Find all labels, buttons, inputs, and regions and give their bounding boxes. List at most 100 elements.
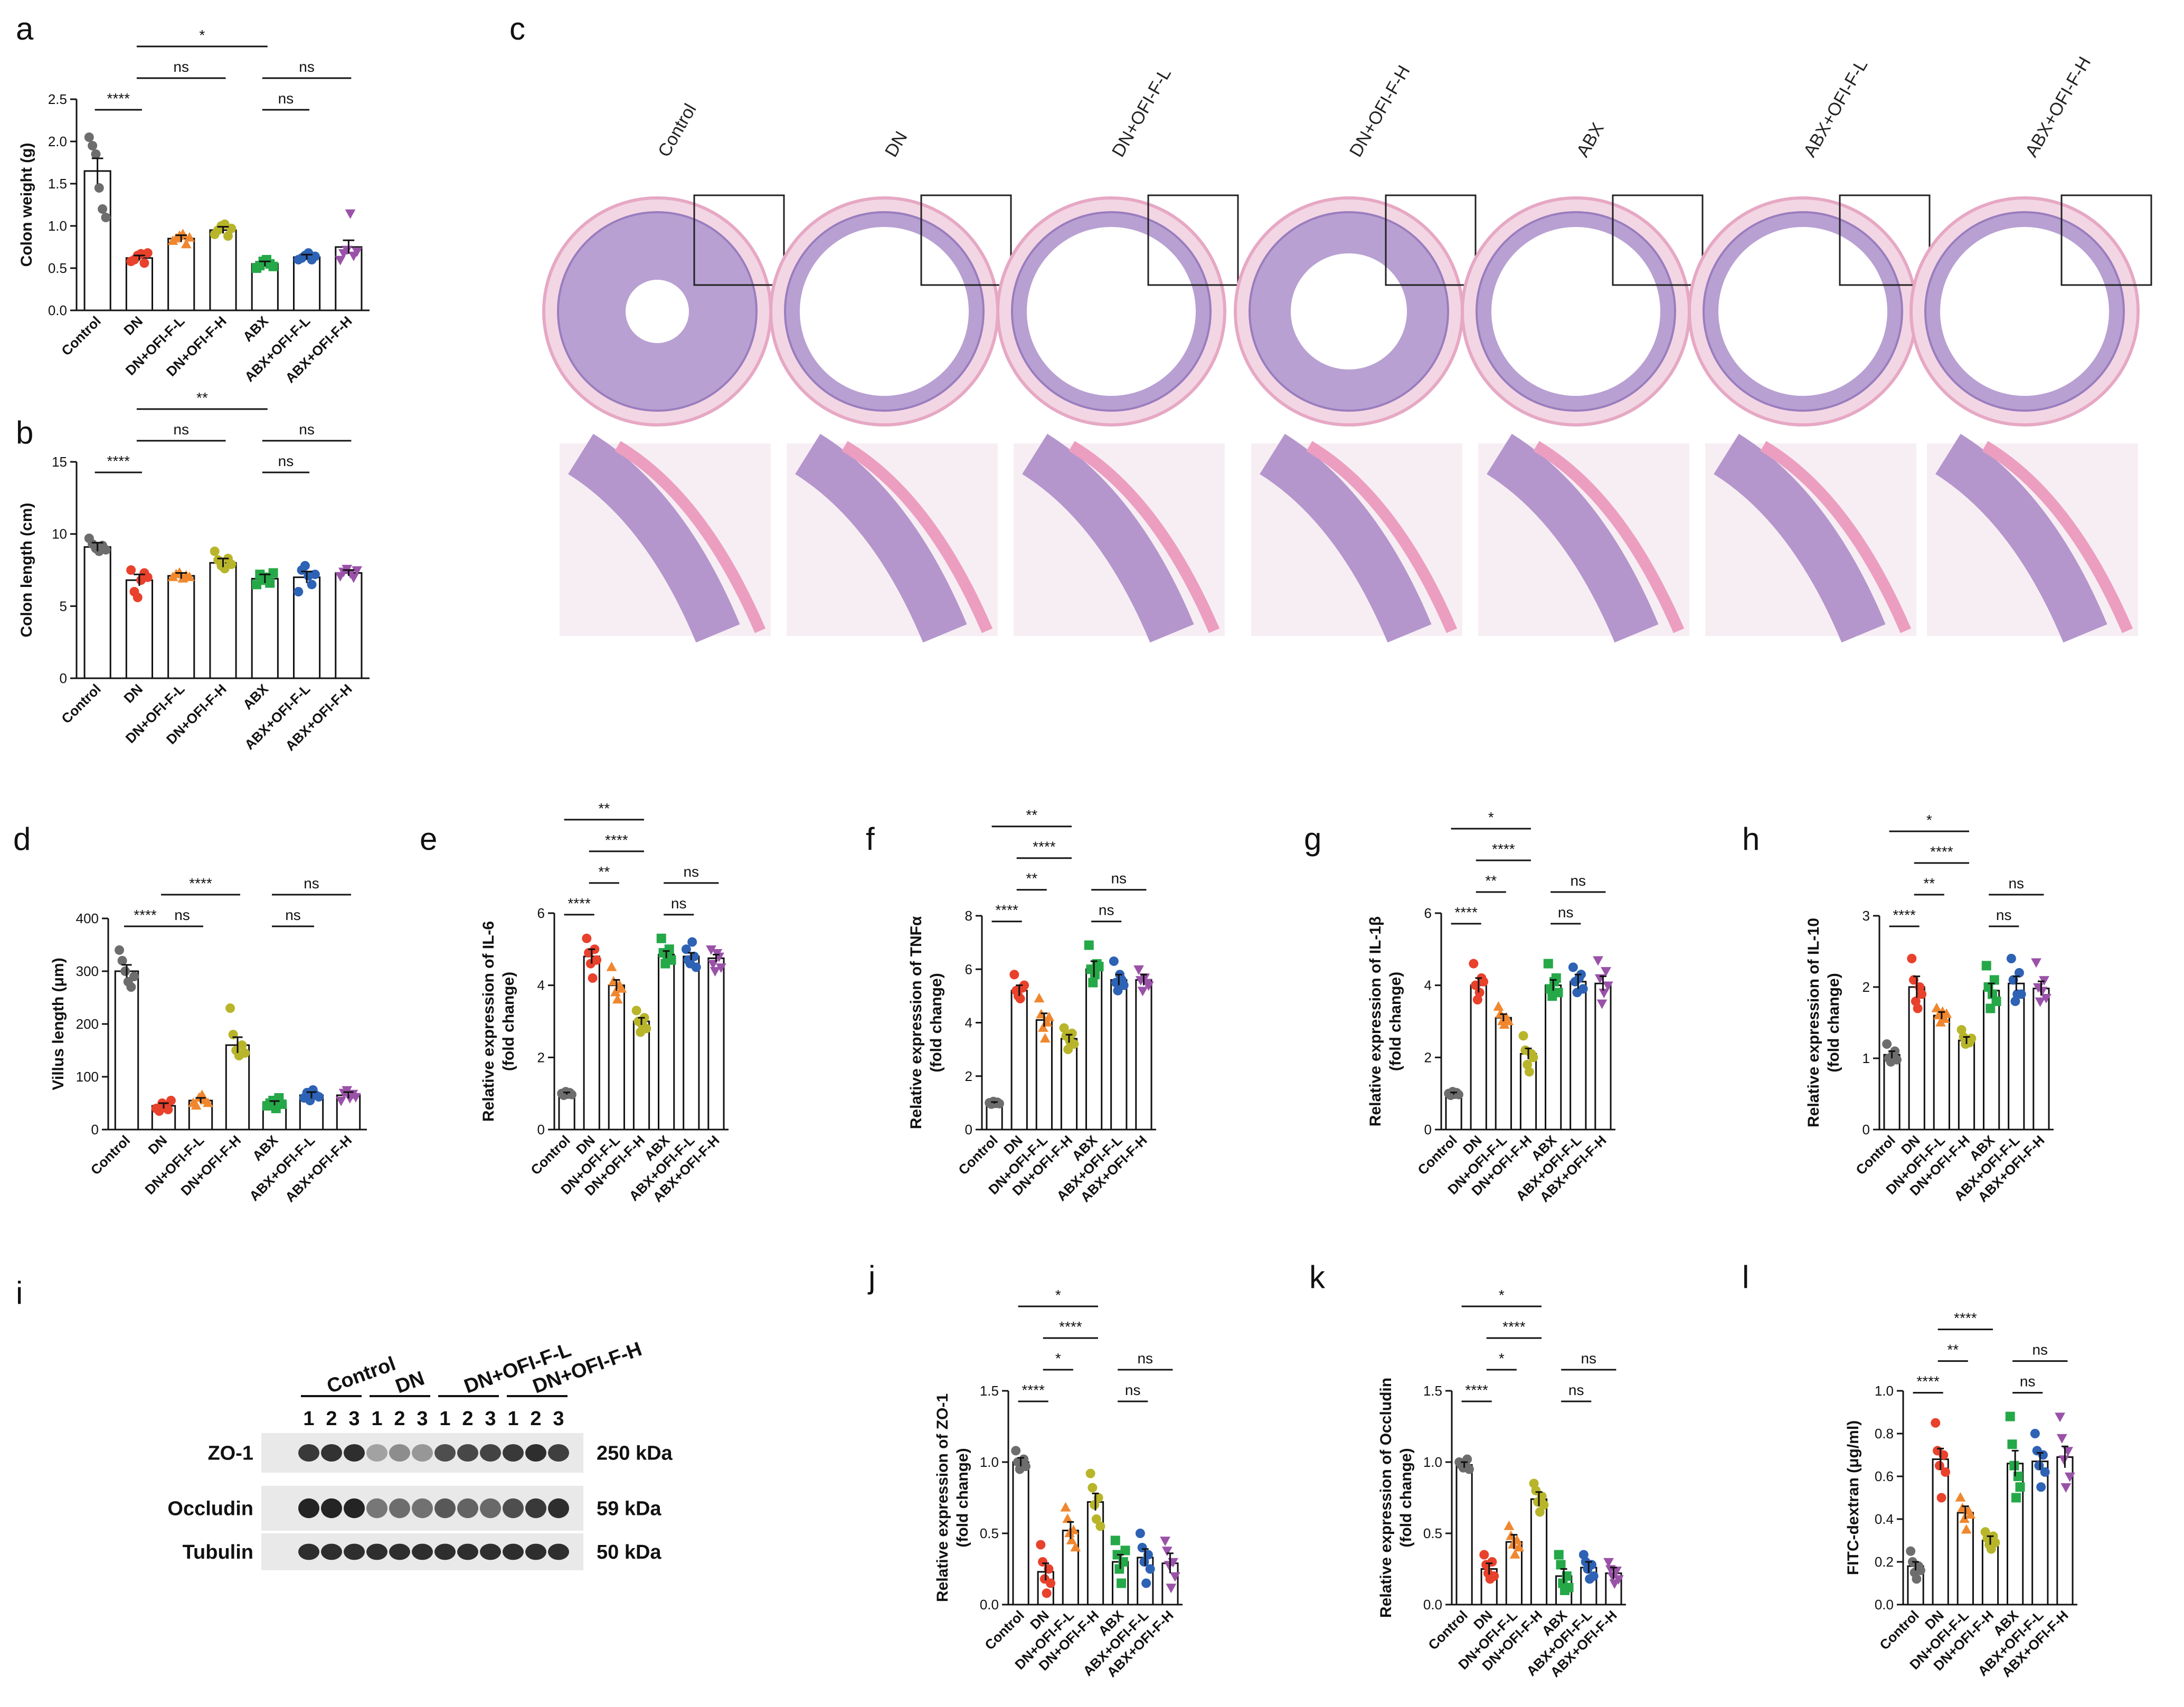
y-tick-label: 10	[52, 526, 67, 542]
data-point	[1956, 1025, 1966, 1035]
data-point	[612, 994, 623, 1004]
bar-DN+OFI-F-H	[1958, 1039, 1975, 1131]
data-point	[641, 1023, 651, 1033]
bar-DN+OFI-F-L	[608, 984, 625, 1131]
data-point	[1556, 1560, 1566, 1570]
y-tick-label: 0	[537, 1122, 545, 1137]
data-point	[126, 982, 136, 992]
zoom-muscularis	[1982, 441, 2133, 633]
data-point	[1469, 959, 1479, 969]
data-point	[184, 571, 195, 581]
data-point	[203, 1097, 213, 1107]
data-point	[294, 587, 304, 596]
lane-number: 1	[507, 1408, 518, 1430]
data-point	[1120, 1545, 1130, 1556]
category-label: ABX+OFI-F-H	[282, 1132, 355, 1205]
panel-letter-h: h	[1742, 821, 1760, 857]
data-point	[240, 1048, 250, 1058]
lane-number: 2	[394, 1408, 405, 1430]
category-label: ABX	[240, 313, 271, 345]
histology-panel: c Control DN DN+OFI-F-L DN+OFI-F-H ABX ABX+OFI…	[509, 11, 2152, 643]
category-label: Control	[1414, 1132, 1460, 1178]
data-point	[143, 248, 153, 258]
protein-band	[321, 1444, 342, 1462]
data-point	[1119, 980, 1129, 990]
y-tick-label: 15	[52, 454, 67, 470]
bar-Control	[1012, 1461, 1029, 1606]
significance-label: ns	[1581, 1350, 1596, 1367]
significance-label: ****	[1930, 843, 1953, 860]
data-point	[94, 183, 104, 193]
data-point	[1917, 989, 1927, 999]
data-point	[1088, 1483, 1098, 1493]
y-tick-label: 1.5	[1423, 1383, 1442, 1399]
blot-group-label: Control	[324, 1353, 399, 1398]
tissue-lumen	[626, 280, 689, 343]
data-point	[582, 933, 592, 943]
protein-band	[548, 1543, 569, 1560]
data-point	[2036, 1482, 2046, 1492]
data-point	[710, 967, 721, 977]
data-point	[143, 572, 153, 582]
data-point	[84, 132, 94, 142]
chart-panel-g: g 0 2 4 6 Relative expression of IL-1β (fold c…	[1304, 809, 1615, 1205]
data-point	[1509, 1549, 1520, 1559]
significance-label: ns	[285, 907, 301, 923]
data-point	[115, 945, 125, 955]
y-tick-label: 5	[60, 598, 67, 614]
data-point	[1472, 995, 1482, 1004]
protein-band	[480, 1444, 501, 1462]
data-point	[1464, 1464, 1474, 1474]
significance-label: ns	[1996, 907, 2012, 923]
bar-ABX+OFI-F-H	[335, 572, 363, 679]
data-point	[610, 987, 621, 997]
data-point	[1070, 1542, 1081, 1552]
y-tick-label: 0	[1424, 1122, 1432, 1137]
significance-label: ns	[2032, 1342, 2048, 1358]
data-point	[1965, 1509, 1976, 1519]
data-point	[345, 209, 356, 219]
protein-band	[321, 1498, 342, 1519]
bar-DN	[1932, 1458, 1949, 1606]
zoom-mucosa	[795, 433, 967, 643]
y-tick-label: 1.0	[1423, 1454, 1442, 1470]
bar-ABX+OFI-F-L	[292, 256, 321, 311]
data-point	[706, 945, 716, 955]
data-point	[314, 1092, 324, 1102]
data-point	[2034, 1461, 2044, 1471]
protein-band	[298, 1543, 319, 1560]
panel-letter-l: l	[1742, 1259, 1749, 1295]
data-point	[1941, 1008, 1952, 1018]
significance-label: ****	[107, 90, 130, 107]
bar-DN+OFI-F-L	[167, 238, 195, 311]
y-tick-label: 2	[1424, 1049, 1432, 1065]
data-point	[191, 1100, 202, 1110]
y-tick-label: 0.0	[1423, 1597, 1442, 1613]
lane-number: 3	[553, 1408, 564, 1430]
protein-band	[503, 1498, 524, 1519]
data-point	[1160, 1537, 1170, 1547]
zoom-box	[1612, 194, 1704, 286]
zoom-box	[693, 194, 785, 286]
data-point	[1141, 1578, 1151, 1588]
data-point	[1034, 993, 1045, 1003]
data-point	[1090, 970, 1100, 980]
significance-label: ns	[1099, 902, 1114, 918]
category-label: DN	[120, 313, 146, 338]
data-point	[2015, 1482, 2025, 1492]
panel-letter-c: c	[509, 11, 525, 46]
data-point	[1479, 976, 1489, 987]
data-point	[2055, 1412, 2065, 1422]
data-point	[1117, 1578, 1127, 1588]
data-point	[1084, 940, 1094, 950]
protein-band	[412, 1444, 433, 1462]
y-tick-label: 1.0	[1875, 1383, 1894, 1399]
significance-label: ns	[173, 59, 189, 75]
protein-band	[298, 1444, 319, 1462]
bar-DN+OFI-F-H	[209, 562, 237, 679]
protein-band	[548, 1498, 569, 1519]
significance-label: ****	[1893, 907, 1916, 923]
zoom-muscularis	[614, 441, 766, 633]
data-point	[1589, 1571, 1599, 1581]
data-point	[566, 1089, 576, 1099]
